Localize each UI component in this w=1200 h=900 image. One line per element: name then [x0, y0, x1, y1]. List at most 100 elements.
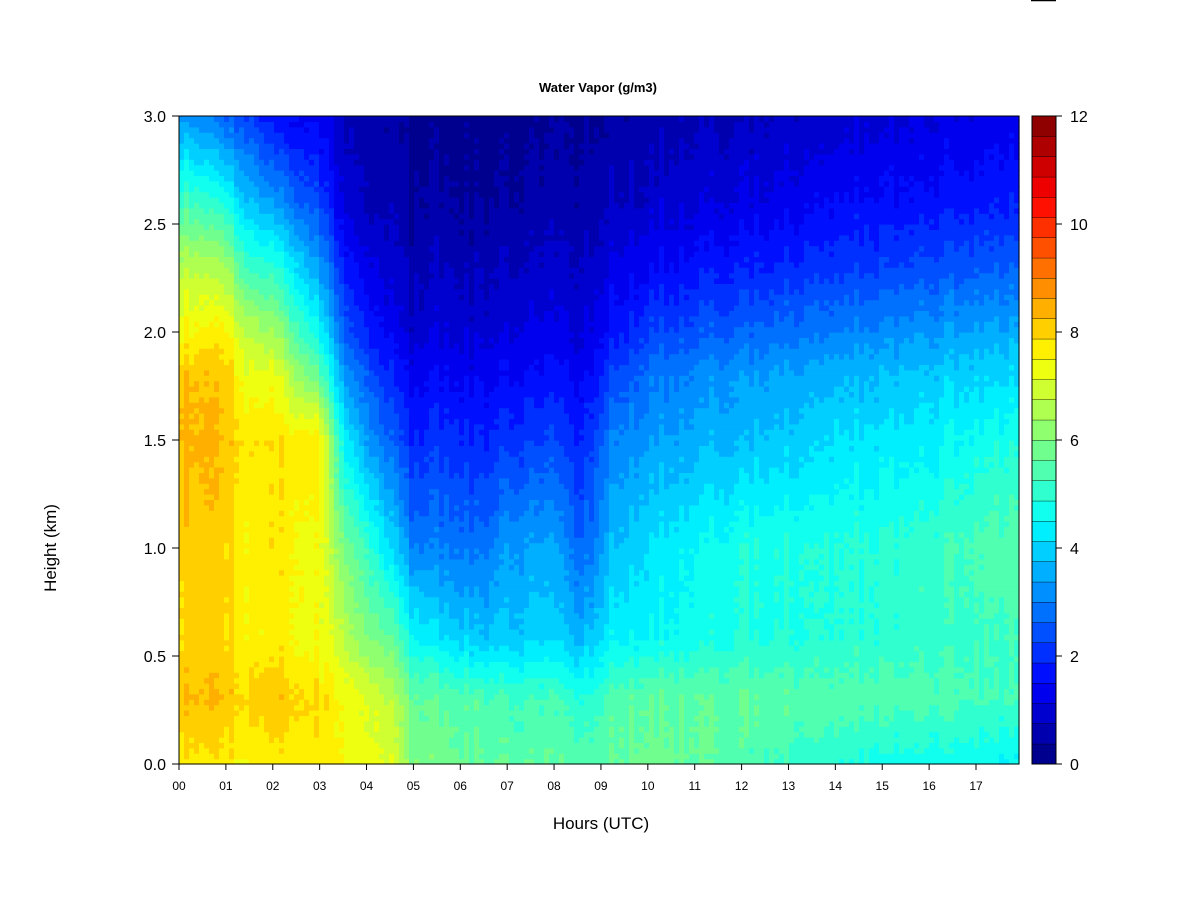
heatmap-cell	[284, 656, 290, 662]
heatmap-cell	[379, 564, 385, 571]
heatmap-cell	[224, 510, 230, 517]
heatmap-cell	[244, 726, 250, 733]
heatmap-cell	[319, 747, 325, 754]
heatmap-cell	[249, 639, 255, 646]
heatmap-cell	[209, 229, 215, 236]
heatmap-cell	[319, 553, 325, 560]
heatmap-cell	[269, 413, 275, 419]
heatmap-cell	[199, 564, 205, 571]
heatmap-cell	[319, 542, 325, 549]
heatmap-cell	[254, 521, 260, 527]
heatmap-cell	[314, 639, 320, 646]
heatmap-cell	[304, 742, 310, 749]
heatmap-cell	[304, 197, 310, 203]
heatmap-cell	[334, 116, 340, 122]
heatmap-cell	[229, 402, 235, 409]
heatmap-cell	[254, 429, 260, 436]
heatmap-cell	[349, 348, 355, 355]
heatmap-cell	[279, 191, 285, 198]
heatmap-cell	[309, 251, 315, 257]
heatmap-cell	[184, 726, 190, 733]
heatmap-cell	[274, 629, 280, 635]
heatmap-cell	[234, 175, 240, 182]
heatmap-cell	[284, 634, 290, 641]
heatmap-cell	[259, 283, 265, 290]
heatmap-cell	[274, 191, 280, 198]
heatmap-cell	[249, 423, 255, 430]
heatmap-cell	[319, 699, 325, 706]
heatmap-cell	[359, 240, 365, 247]
heatmap-cell	[249, 558, 255, 565]
heatmap-cell	[354, 332, 360, 338]
heatmap-cell	[184, 558, 190, 565]
heatmap-cell	[184, 591, 190, 598]
heatmap-cell	[364, 153, 370, 160]
heatmap-cell	[219, 137, 225, 144]
heatmap-cell	[294, 699, 300, 706]
heatmap-cell	[229, 645, 235, 652]
heatmap-cell	[374, 272, 380, 279]
heatmap-cell	[219, 348, 225, 355]
heatmap-cell	[184, 720, 190, 727]
heatmap-cell	[254, 375, 260, 382]
heatmap-cell	[359, 418, 365, 425]
heatmap-cell	[189, 440, 195, 446]
heatmap-cell	[199, 305, 205, 311]
heatmap-cell	[279, 272, 285, 279]
heatmap-cell	[319, 148, 325, 155]
heatmap-cell	[299, 710, 305, 716]
heatmap-cell	[269, 440, 275, 446]
heatmap-cell	[254, 515, 260, 522]
heatmap-cell	[254, 413, 260, 419]
heatmap-cell	[369, 256, 375, 263]
heatmap-cell	[274, 537, 280, 544]
heatmap-cell	[264, 612, 270, 619]
heatmap-cell	[329, 148, 335, 155]
heatmap-cell	[194, 683, 200, 689]
heatmap-cell	[214, 191, 220, 198]
heatmap-cell	[339, 407, 345, 414]
heatmap-cell	[334, 666, 340, 673]
heatmap-cell	[199, 504, 205, 511]
heatmap-cell	[209, 542, 215, 549]
heatmap-cell	[339, 558, 345, 565]
heatmap-cell	[239, 661, 245, 668]
heatmap-cell	[344, 504, 350, 511]
heatmap-cell	[314, 380, 320, 387]
heatmap-cell	[314, 537, 320, 544]
heatmap-cell	[369, 148, 375, 155]
heatmap-cell	[289, 321, 295, 328]
heatmap-cell	[229, 256, 235, 263]
heatmap-cell	[269, 342, 275, 349]
heatmap-cell	[354, 299, 360, 306]
heatmap-cell	[274, 488, 280, 495]
heatmap-cell	[184, 607, 190, 614]
heatmap-cell	[214, 569, 220, 576]
heatmap-cell	[344, 564, 350, 571]
heatmap-cell	[344, 251, 350, 257]
heatmap-cell	[299, 758, 305, 765]
heatmap-cell	[379, 191, 385, 198]
heatmap-cell	[209, 537, 215, 544]
heatmap-cell	[364, 137, 370, 144]
heatmap-cell	[344, 699, 350, 706]
heatmap-cell	[359, 650, 365, 657]
heatmap-cell	[299, 737, 305, 743]
heatmap-cell	[194, 542, 200, 549]
heatmap-cell	[304, 747, 310, 754]
heatmap-cell	[299, 742, 305, 749]
heatmap-cell	[309, 688, 315, 695]
heatmap-cell	[224, 359, 230, 365]
heatmap-cell	[379, 758, 385, 765]
heatmap-cell	[369, 661, 375, 668]
heatmap-cell	[209, 683, 215, 689]
heatmap-cell	[249, 704, 255, 711]
heatmap-cell	[329, 656, 335, 662]
heatmap-cell	[259, 332, 265, 338]
heatmap-cell	[289, 132, 295, 139]
heatmap-cell	[369, 618, 375, 625]
heatmap-cell	[234, 569, 240, 576]
heatmap-cell	[374, 742, 380, 749]
heatmap-cell	[359, 461, 365, 468]
heatmap-cell	[199, 531, 205, 538]
